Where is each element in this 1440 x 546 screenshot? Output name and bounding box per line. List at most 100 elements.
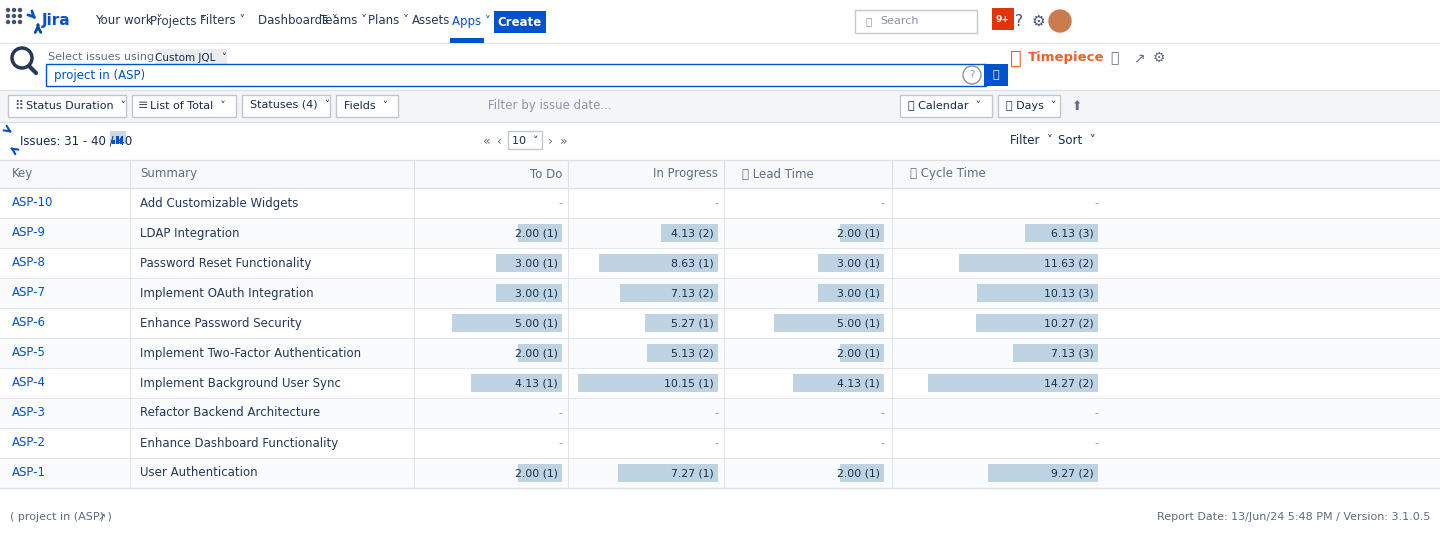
Text: Assets: Assets: [412, 15, 451, 27]
Text: ⚙: ⚙: [1031, 14, 1045, 28]
Bar: [0, 308, 1440, 338]
Circle shape: [13, 9, 16, 11]
Text: ASP-2: ASP-2: [12, 436, 46, 449]
Text: ASP-5: ASP-5: [12, 347, 46, 359]
Bar: [0, 0, 1440, 43]
Text: -: -: [1094, 408, 1099, 418]
Text: ASP-7: ASP-7: [12, 287, 46, 300]
Bar: [0, 188, 1440, 218]
Text: Dashboards ˅: Dashboards ˅: [258, 15, 338, 27]
Text: Search: Search: [880, 16, 919, 27]
Text: 3.00 (1): 3.00 (1): [837, 288, 880, 298]
Text: Implement OAuth Integration: Implement OAuth Integration: [140, 287, 314, 300]
Text: ASP-1: ASP-1: [12, 466, 46, 479]
Text: 2.00 (1): 2.00 (1): [516, 348, 559, 358]
Text: Status Duration  ˅: Status Duration ˅: [26, 101, 127, 111]
Text: -: -: [714, 438, 719, 448]
Bar: [112, 140, 115, 144]
Text: 11.63 (2): 11.63 (2): [1044, 258, 1094, 268]
Bar: [0, 218, 1440, 248]
Text: ASP-6: ASP-6: [12, 317, 46, 329]
Bar: [0, 43, 1440, 78]
Circle shape: [7, 9, 10, 11]
Bar: [0, 338, 1440, 368]
Text: Teams ˅: Teams ˅: [320, 15, 367, 27]
Text: Fields  ˅: Fields ˅: [344, 101, 389, 111]
Text: ASP-8: ASP-8: [12, 257, 46, 270]
Text: ›: ›: [549, 134, 553, 147]
Text: 9+: 9+: [996, 15, 1009, 23]
Text: Implement Two-Factor Authentication: Implement Two-Factor Authentication: [140, 347, 361, 359]
Bar: [242, 95, 330, 117]
Bar: [661, 224, 719, 242]
Bar: [793, 374, 884, 392]
Text: -: -: [1094, 438, 1099, 448]
Text: ⏱: ⏱: [1009, 49, 1022, 68]
Text: 4.13 (1): 4.13 (1): [516, 378, 559, 388]
Text: -: -: [714, 408, 719, 418]
Bar: [0, 248, 1440, 278]
Text: Filter by issue date...: Filter by issue date...: [488, 99, 612, 112]
Text: project in (ASP): project in (ASP): [55, 68, 145, 81]
Text: ?: ?: [1015, 14, 1022, 28]
Bar: [992, 8, 1014, 30]
Bar: [120, 138, 122, 144]
Text: 3.00 (1): 3.00 (1): [516, 288, 559, 298]
Bar: [998, 95, 1060, 117]
Text: Apps ˅: Apps ˅: [452, 15, 491, 27]
Bar: [1014, 344, 1099, 362]
Text: ⩑ Cycle Time: ⩑ Cycle Time: [910, 168, 986, 181]
Bar: [818, 254, 884, 272]
Text: 2.00 (1): 2.00 (1): [516, 228, 559, 238]
Text: -: -: [559, 408, 562, 418]
Text: -: -: [559, 198, 562, 208]
Bar: [336, 95, 397, 117]
Circle shape: [13, 15, 16, 17]
Bar: [0, 458, 1440, 488]
Bar: [495, 254, 562, 272]
Text: Implement Background User Sync: Implement Background User Sync: [140, 377, 341, 389]
Text: ⚙: ⚙: [1153, 51, 1165, 65]
Text: 6.13 (3): 6.13 (3): [1051, 228, 1094, 238]
Bar: [855, 10, 976, 33]
Bar: [618, 464, 719, 482]
Bar: [0, 398, 1440, 428]
Text: 5.00 (1): 5.00 (1): [516, 318, 559, 328]
Text: 5.27 (1): 5.27 (1): [671, 318, 714, 328]
Text: 4.13 (2): 4.13 (2): [671, 228, 714, 238]
Bar: [46, 64, 986, 86]
Text: 9.27 (2): 9.27 (2): [1051, 468, 1094, 478]
Text: User Authentication: User Authentication: [140, 466, 258, 479]
Bar: [840, 464, 884, 482]
Text: Key: Key: [12, 168, 33, 181]
Text: »: »: [560, 134, 567, 147]
Text: «: «: [482, 134, 491, 147]
Bar: [599, 254, 719, 272]
Text: To Do: To Do: [530, 168, 562, 181]
Bar: [1025, 224, 1099, 242]
Bar: [577, 374, 719, 392]
Text: 📅 Calendar  ˅: 📅 Calendar ˅: [909, 101, 981, 111]
Text: -: -: [880, 438, 884, 448]
Text: 10.27 (2): 10.27 (2): [1044, 318, 1094, 328]
Text: Issues: 31 - 40 / 40: Issues: 31 - 40 / 40: [20, 134, 132, 147]
Bar: [156, 49, 228, 67]
Text: Summary: Summary: [140, 168, 197, 181]
Text: Projects ˅: Projects ˅: [150, 15, 206, 27]
Text: LDAP Integration: LDAP Integration: [140, 227, 239, 240]
Bar: [0, 368, 1440, 398]
Circle shape: [13, 21, 16, 23]
Text: In Progress: In Progress: [652, 168, 719, 181]
Text: Timepiece: Timepiece: [1028, 51, 1104, 64]
Bar: [984, 64, 1008, 86]
Text: 🔔: 🔔: [1110, 51, 1119, 65]
Text: Report Date: 13/Jun/24 5:48 PM / Version: 3.1.0.5: Report Date: 13/Jun/24 5:48 PM / Version…: [1156, 512, 1430, 522]
Text: 3.00 (1): 3.00 (1): [837, 258, 880, 268]
Bar: [900, 95, 992, 117]
Text: 8.63 (1): 8.63 (1): [671, 258, 714, 268]
Text: ‹: ‹: [497, 134, 503, 147]
Text: ⩑ Lead Time: ⩑ Lead Time: [742, 168, 814, 181]
Text: -: -: [880, 198, 884, 208]
Text: ( project in (ASP) ): ( project in (ASP) ): [10, 512, 112, 522]
Text: Enhance Dashboard Functionality: Enhance Dashboard Functionality: [140, 436, 338, 449]
